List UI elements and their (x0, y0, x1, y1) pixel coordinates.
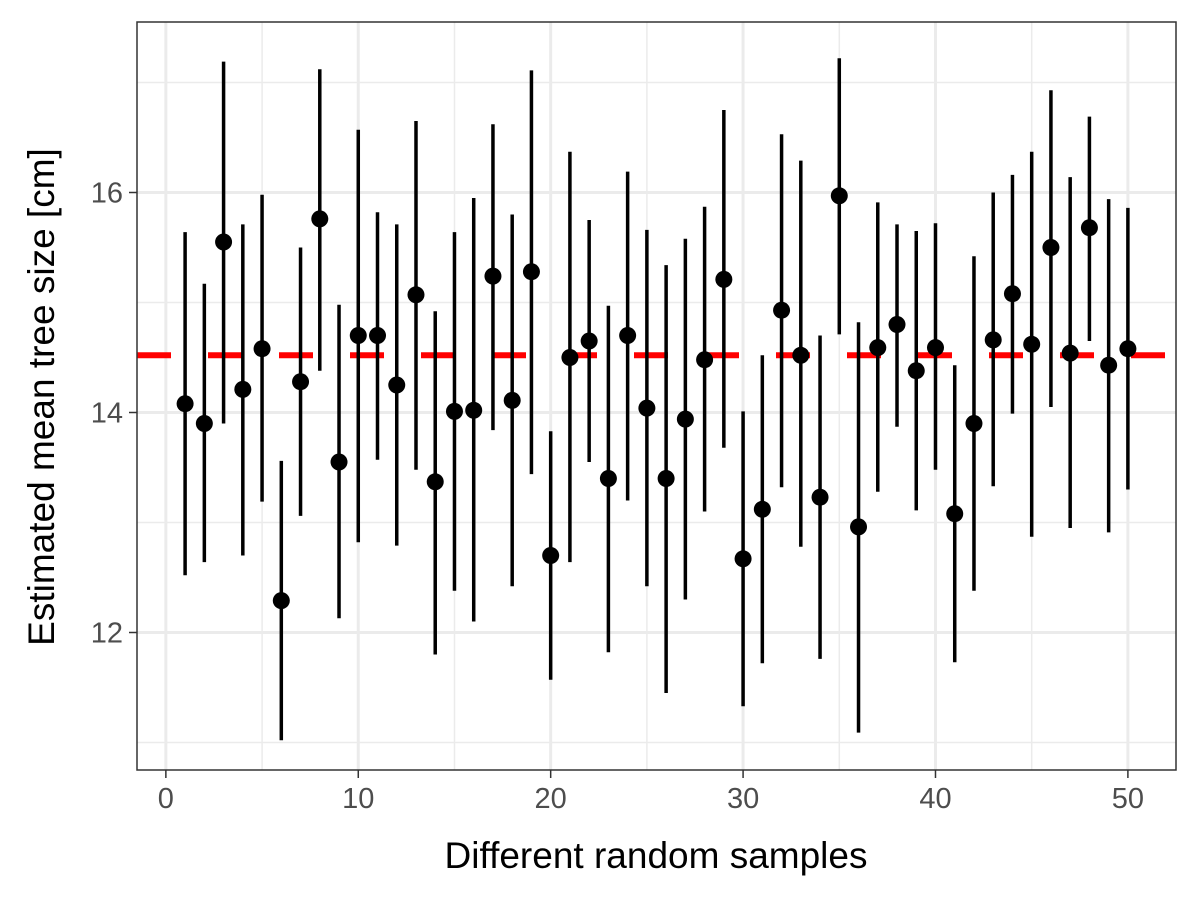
data-point (522, 263, 540, 281)
data-point (292, 373, 310, 391)
data-point (984, 331, 1002, 349)
data-point (907, 362, 925, 380)
x-tick-label: 30 (727, 783, 759, 815)
data-point (926, 339, 944, 357)
x-tick-label: 50 (1112, 783, 1144, 815)
data-point (272, 592, 290, 610)
x-tick-label: 20 (535, 783, 567, 815)
data-point (657, 470, 675, 487)
data-point (253, 340, 271, 358)
data-point (811, 488, 829, 506)
data-point (542, 547, 560, 564)
x-tick-label: 10 (342, 783, 374, 815)
data-points (176, 187, 1137, 610)
data-point (696, 351, 714, 369)
data-point (734, 550, 752, 568)
data-point (349, 327, 367, 344)
data-point (638, 399, 656, 417)
data-point (484, 267, 502, 285)
data-point (330, 453, 348, 471)
data-point (580, 332, 598, 350)
data-point (773, 301, 791, 319)
y-tick-label: 16 (91, 178, 123, 210)
data-point (850, 518, 868, 536)
data-point (965, 415, 983, 432)
data-point (1003, 285, 1021, 303)
y-tick-label: 14 (91, 398, 123, 430)
y-axis-title: Estimated mean tree size [cm] (21, 148, 62, 646)
data-point (888, 316, 906, 333)
data-point (676, 410, 694, 428)
plot-background (137, 22, 1176, 770)
data-point (465, 401, 483, 419)
data-point (445, 402, 463, 420)
x-axis-title: Different random samples (445, 835, 868, 876)
data-point (830, 187, 848, 205)
data-point (1023, 335, 1041, 353)
panel-border (136, 21, 1177, 771)
data-point (869, 339, 887, 357)
x-axis-ticks: 0 10 20 30 40 50 (158, 770, 1144, 815)
data-point (426, 473, 444, 491)
data-point (792, 346, 810, 364)
data-point (1042, 239, 1060, 256)
y-tick-label: 12 (91, 618, 123, 650)
data-point (599, 470, 617, 487)
data-point (407, 286, 425, 304)
x-tick-label: 40 (919, 783, 951, 815)
data-point (388, 376, 406, 394)
data-point (561, 349, 579, 366)
x-tick-label: 0 (158, 783, 174, 815)
data-point (619, 327, 637, 344)
data-point (369, 327, 387, 344)
data-point (195, 415, 213, 432)
data-point (234, 380, 252, 398)
y-axis-ticks: 12 14 16 (91, 178, 137, 650)
data-point (503, 391, 521, 409)
data-point (946, 505, 964, 523)
data-point (215, 233, 233, 251)
plot-panel (137, 22, 1176, 770)
data-point (311, 210, 329, 228)
data-point (176, 395, 194, 413)
data-point (1100, 356, 1118, 374)
data-point (1080, 219, 1098, 237)
data-point (715, 270, 733, 288)
plot-border (136, 21, 1177, 771)
data-point (1119, 340, 1137, 358)
data-point (1061, 344, 1079, 362)
data-point (753, 500, 771, 518)
